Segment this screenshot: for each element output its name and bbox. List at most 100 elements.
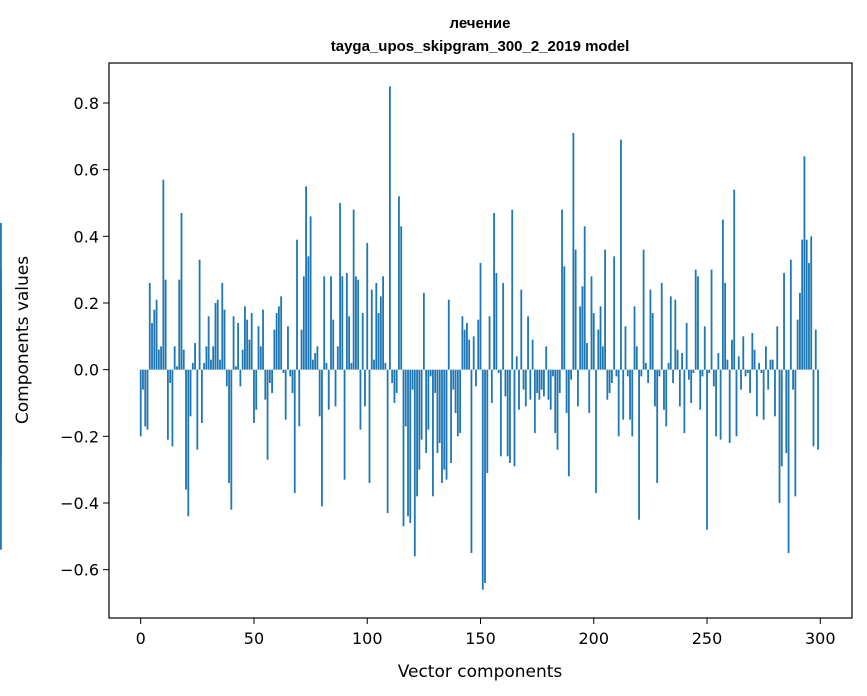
bar xyxy=(259,346,262,370)
bar xyxy=(565,369,568,413)
bar xyxy=(814,329,817,370)
bar xyxy=(237,323,240,370)
bar xyxy=(533,369,536,433)
bar xyxy=(225,369,228,387)
bar xyxy=(715,369,717,437)
bar xyxy=(314,353,317,370)
bar xyxy=(370,289,373,370)
bar xyxy=(731,339,733,370)
bar xyxy=(783,273,785,370)
bar xyxy=(323,276,326,370)
bar xyxy=(635,346,638,370)
bar xyxy=(364,369,366,407)
bar xyxy=(801,239,804,370)
bar xyxy=(228,369,230,483)
bar xyxy=(753,349,756,370)
bar xyxy=(282,369,285,373)
bar xyxy=(296,239,298,370)
bar xyxy=(162,179,165,370)
bar xyxy=(488,316,491,370)
bar xyxy=(210,359,212,370)
bar xyxy=(182,349,185,370)
bar xyxy=(0,346,2,370)
bar xyxy=(232,316,235,370)
bar xyxy=(586,343,588,370)
bar xyxy=(590,276,593,370)
bar xyxy=(325,363,328,370)
bar xyxy=(169,369,172,383)
bar xyxy=(694,269,697,370)
bar xyxy=(398,196,400,370)
bar xyxy=(744,369,747,377)
bar xyxy=(651,313,654,370)
bar xyxy=(422,293,425,370)
y-tick-label: 0.8 xyxy=(74,94,99,113)
bar xyxy=(644,363,647,370)
bar xyxy=(334,369,337,407)
bar xyxy=(769,359,772,370)
bar xyxy=(214,303,217,370)
bar xyxy=(307,256,310,370)
y-axis-label: Components values xyxy=(13,256,33,424)
bar xyxy=(198,259,201,370)
bar xyxy=(685,323,688,370)
bar xyxy=(350,363,353,370)
bar xyxy=(375,283,378,370)
x-tick-label: 150 xyxy=(465,629,496,648)
bar xyxy=(348,316,351,370)
bar xyxy=(649,289,652,370)
bar xyxy=(255,369,258,410)
bar xyxy=(520,289,523,370)
bar xyxy=(669,296,672,370)
bar xyxy=(785,369,788,453)
bar xyxy=(461,316,464,370)
bar xyxy=(717,353,720,370)
bar xyxy=(262,309,264,370)
bar xyxy=(404,369,407,427)
bar xyxy=(484,369,486,583)
bar xyxy=(327,369,330,410)
bar xyxy=(309,216,312,370)
bar xyxy=(291,369,294,393)
bar xyxy=(216,299,219,370)
bar xyxy=(366,243,369,370)
bar xyxy=(617,369,620,437)
bar xyxy=(475,369,477,387)
bar xyxy=(581,286,584,370)
bar xyxy=(497,369,500,373)
bar xyxy=(613,256,616,370)
bar xyxy=(774,369,776,417)
bar xyxy=(712,369,715,387)
bar xyxy=(438,369,441,443)
bar xyxy=(740,369,742,390)
bar xyxy=(506,369,509,457)
bar xyxy=(393,369,396,403)
bar xyxy=(241,349,244,370)
bar xyxy=(146,369,149,430)
bar xyxy=(359,369,362,430)
bar xyxy=(640,369,643,377)
bar xyxy=(142,369,144,390)
bar xyxy=(441,369,443,483)
bar xyxy=(579,306,582,370)
y-tick-label: 0.2 xyxy=(74,294,99,313)
bar xyxy=(749,369,751,393)
bar xyxy=(794,369,797,497)
bar xyxy=(527,316,529,370)
bar xyxy=(321,369,323,507)
bar xyxy=(234,366,237,370)
bar xyxy=(708,369,711,373)
bar xyxy=(427,369,430,430)
bar xyxy=(343,369,346,480)
bar xyxy=(765,346,767,370)
bar xyxy=(246,319,249,370)
bar xyxy=(622,369,625,420)
bar xyxy=(577,369,579,407)
bar xyxy=(672,369,674,383)
bars-group xyxy=(0,86,819,590)
bar xyxy=(173,346,176,370)
bar xyxy=(615,369,618,377)
bar xyxy=(429,369,432,377)
bar xyxy=(554,369,557,433)
bar xyxy=(601,346,604,370)
